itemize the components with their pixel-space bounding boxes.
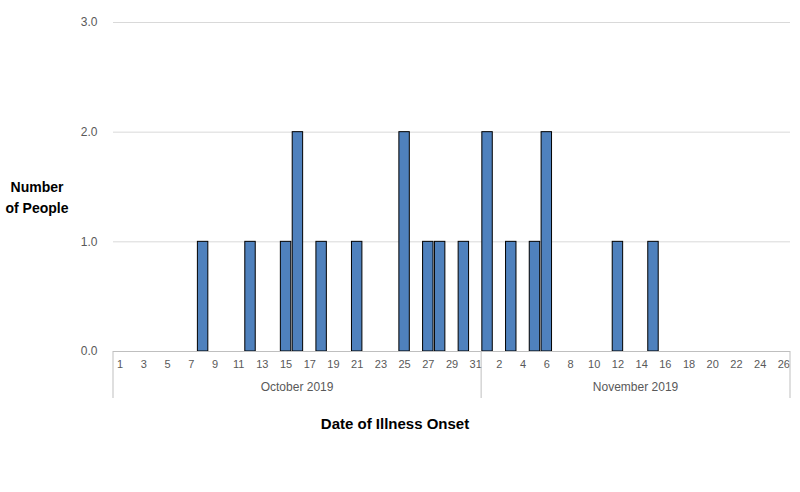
svg-text:4: 4 — [520, 358, 526, 370]
svg-text:5: 5 — [164, 358, 170, 370]
svg-text:31: 31 — [470, 358, 482, 370]
svg-text:2.0: 2.0 — [81, 125, 98, 139]
svg-text:12: 12 — [612, 358, 624, 370]
svg-text:2: 2 — [496, 358, 502, 370]
svg-text:18: 18 — [683, 358, 695, 370]
svg-text:20: 20 — [707, 358, 719, 370]
svg-text:8: 8 — [567, 358, 573, 370]
svg-text:26: 26 — [778, 358, 790, 370]
svg-text:24: 24 — [754, 358, 766, 370]
svg-text:7: 7 — [188, 358, 194, 370]
svg-text:23: 23 — [375, 358, 387, 370]
svg-text:of People: of People — [5, 200, 68, 216]
svg-text:13: 13 — [256, 358, 268, 370]
svg-text:November 2019: November 2019 — [593, 380, 679, 394]
svg-text:3: 3 — [141, 358, 147, 370]
svg-text:11: 11 — [233, 358, 244, 370]
svg-text:9: 9 — [212, 358, 218, 370]
svg-text:22: 22 — [730, 358, 742, 370]
svg-text:14: 14 — [636, 358, 648, 370]
svg-text:21: 21 — [351, 358, 363, 370]
svg-text:17: 17 — [304, 358, 316, 370]
svg-text:Date of Illness Onset: Date of Illness Onset — [321, 415, 469, 432]
svg-text:25: 25 — [398, 358, 410, 370]
svg-text:10: 10 — [588, 358, 600, 370]
svg-text:3.0: 3.0 — [81, 15, 98, 29]
svg-text:October 2019: October 2019 — [261, 380, 334, 394]
svg-text:6: 6 — [544, 358, 550, 370]
svg-text:27: 27 — [422, 358, 434, 370]
svg-text:19: 19 — [327, 358, 339, 370]
svg-text:Number: Number — [11, 179, 64, 195]
svg-text:1: 1 — [117, 358, 123, 370]
svg-text:29: 29 — [446, 358, 458, 370]
svg-text:15: 15 — [280, 358, 292, 370]
svg-text:0.0: 0.0 — [81, 344, 98, 358]
svg-text:1.0: 1.0 — [81, 235, 98, 249]
svg-text:16: 16 — [659, 358, 671, 370]
